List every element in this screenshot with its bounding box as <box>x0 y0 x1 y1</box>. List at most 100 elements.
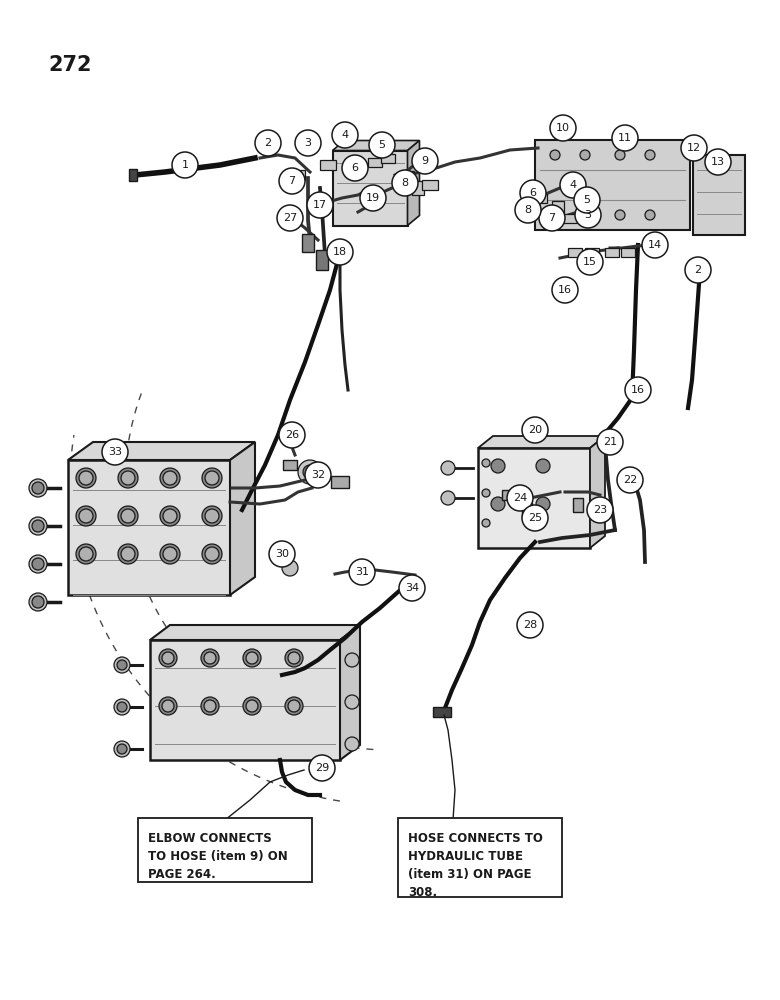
Circle shape <box>163 471 177 485</box>
Circle shape <box>121 471 135 485</box>
Circle shape <box>552 277 578 303</box>
Circle shape <box>575 202 601 228</box>
Circle shape <box>201 697 219 715</box>
FancyBboxPatch shape <box>332 150 407 226</box>
Text: 31: 31 <box>355 567 369 577</box>
Text: 11: 11 <box>618 133 632 143</box>
Circle shape <box>163 547 177 561</box>
Circle shape <box>536 497 550 511</box>
Text: ELBOW CONNECTS
TO HOSE (item 9) ON
PAGE 264.: ELBOW CONNECTS TO HOSE (item 9) ON PAGE … <box>148 832 288 881</box>
Circle shape <box>550 150 560 160</box>
Circle shape <box>269 541 295 567</box>
Circle shape <box>482 519 490 527</box>
Circle shape <box>580 150 590 160</box>
Circle shape <box>288 700 300 712</box>
Circle shape <box>517 612 543 638</box>
Circle shape <box>507 485 533 511</box>
FancyBboxPatch shape <box>502 490 518 500</box>
FancyBboxPatch shape <box>605 247 619 256</box>
FancyBboxPatch shape <box>433 707 451 717</box>
FancyBboxPatch shape <box>129 169 137 181</box>
Circle shape <box>392 170 418 196</box>
Circle shape <box>645 210 655 220</box>
Circle shape <box>114 657 130 673</box>
Circle shape <box>577 249 603 275</box>
Circle shape <box>539 205 565 231</box>
Circle shape <box>360 185 386 211</box>
FancyBboxPatch shape <box>320 160 336 170</box>
FancyBboxPatch shape <box>422 180 438 190</box>
Circle shape <box>204 652 216 664</box>
Circle shape <box>205 509 219 523</box>
Circle shape <box>172 152 198 178</box>
Circle shape <box>482 489 490 497</box>
Circle shape <box>160 468 180 488</box>
Circle shape <box>580 210 590 220</box>
Text: 6: 6 <box>352 163 359 173</box>
Text: 18: 18 <box>333 247 347 257</box>
Text: 2: 2 <box>694 265 701 275</box>
Polygon shape <box>340 625 360 760</box>
Text: 8: 8 <box>402 178 409 188</box>
Polygon shape <box>332 140 420 150</box>
Circle shape <box>76 468 96 488</box>
Text: 4: 4 <box>569 180 576 190</box>
Circle shape <box>29 517 47 535</box>
Text: 28: 28 <box>523 620 537 630</box>
Circle shape <box>305 462 331 488</box>
Circle shape <box>29 593 47 611</box>
Circle shape <box>243 697 261 715</box>
FancyBboxPatch shape <box>302 234 314 252</box>
FancyBboxPatch shape <box>354 562 370 574</box>
Circle shape <box>159 649 177 667</box>
Text: 24: 24 <box>513 493 527 503</box>
Circle shape <box>118 468 138 488</box>
Circle shape <box>615 150 625 160</box>
Text: 4: 4 <box>342 130 349 140</box>
Circle shape <box>117 660 127 670</box>
Circle shape <box>441 461 455 475</box>
FancyBboxPatch shape <box>138 818 312 882</box>
Circle shape <box>332 122 358 148</box>
Text: 7: 7 <box>548 213 555 223</box>
Circle shape <box>243 649 261 667</box>
Circle shape <box>399 575 425 601</box>
Text: 17: 17 <box>313 200 327 210</box>
Circle shape <box>295 130 321 156</box>
FancyBboxPatch shape <box>331 476 349 488</box>
FancyBboxPatch shape <box>693 155 745 235</box>
Circle shape <box>309 755 335 781</box>
Circle shape <box>102 439 128 465</box>
Polygon shape <box>68 442 255 460</box>
Circle shape <box>277 205 303 231</box>
Text: 272: 272 <box>48 55 91 75</box>
Circle shape <box>160 506 180 526</box>
Text: 32: 32 <box>311 470 325 480</box>
Circle shape <box>160 544 180 564</box>
Polygon shape <box>478 436 605 448</box>
FancyBboxPatch shape <box>552 201 564 215</box>
Circle shape <box>114 741 130 757</box>
FancyBboxPatch shape <box>398 818 562 897</box>
Circle shape <box>118 544 138 564</box>
Circle shape <box>32 558 44 570</box>
Circle shape <box>645 150 655 160</box>
Circle shape <box>205 471 219 485</box>
FancyBboxPatch shape <box>402 171 414 185</box>
Circle shape <box>79 509 93 523</box>
Text: 7: 7 <box>289 176 296 186</box>
Circle shape <box>441 491 455 505</box>
Circle shape <box>515 197 541 223</box>
Circle shape <box>574 187 600 213</box>
Text: 26: 26 <box>285 430 299 440</box>
Text: 9: 9 <box>421 156 428 166</box>
Circle shape <box>307 192 333 218</box>
Polygon shape <box>407 140 420 226</box>
FancyBboxPatch shape <box>150 640 340 760</box>
Text: 12: 12 <box>687 143 701 153</box>
Circle shape <box>114 699 130 715</box>
Circle shape <box>246 652 258 664</box>
Circle shape <box>29 555 47 573</box>
Text: HOSE CONNECTS TO
HYDRAULIC TUBE
(item 31) ON PAGE
308.: HOSE CONNECTS TO HYDRAULIC TUBE (item 31… <box>408 832 543 899</box>
Text: 13: 13 <box>711 157 725 167</box>
